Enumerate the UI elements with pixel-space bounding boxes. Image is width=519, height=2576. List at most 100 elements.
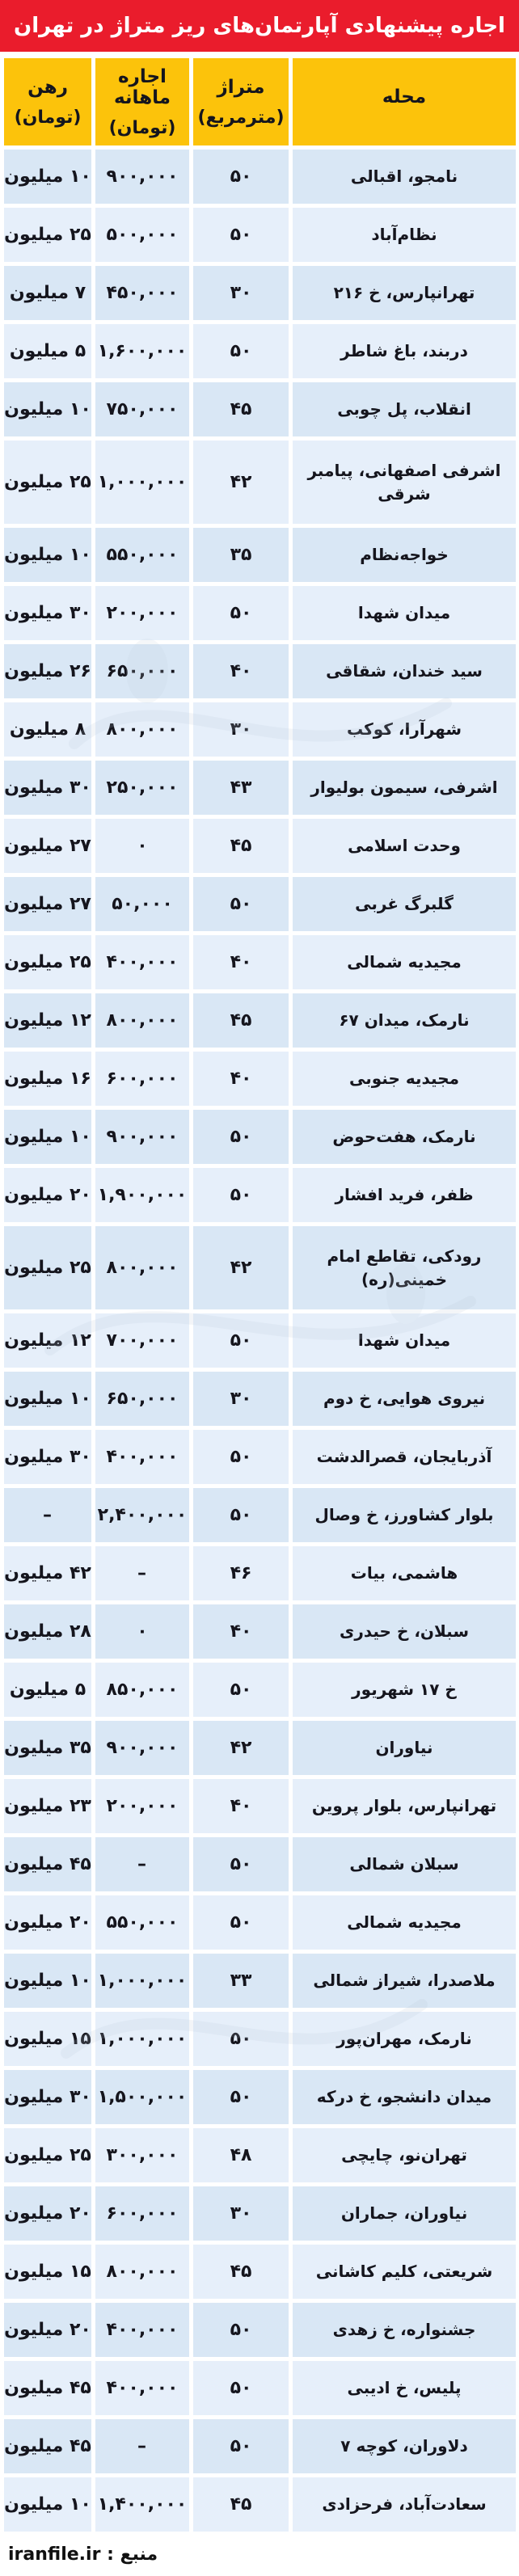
cell-area: ۵۰ <box>193 586 289 640</box>
cell-neighborhood: اشرفی، سیمون بولیوار <box>293 761 516 815</box>
cell-deposit: ۱۰ میلیون <box>4 1110 91 1164</box>
cell-rent: ۲,۴۰۰,۰۰۰ <box>95 1488 189 1542</box>
cell-area: ۴۲ <box>193 1226 289 1309</box>
cell-area: ۵۰ <box>193 1837 289 1891</box>
cell-neighborhood: نیروی هوایی، خ دوم <box>293 1372 516 1426</box>
cell-area: ۴۵ <box>193 2477 289 2532</box>
cell-area: ۵۰ <box>193 2361 289 2415</box>
cell-rent: ۶۰۰,۰۰۰ <box>95 1052 189 1106</box>
cell-deposit: ۲۰ میلیون <box>4 2303 91 2357</box>
cell-area: ۴۰ <box>193 1779 289 1833</box>
cell-deposit: ۲۵ میلیون <box>4 208 91 262</box>
cell-area: ۵۰ <box>193 1663 289 1717</box>
cell-rent: ۸۵۰,۰۰۰ <box>95 1663 189 1717</box>
cell-neighborhood: مجیدیه شمالی <box>293 935 516 989</box>
cell-area: ۵۰ <box>193 2303 289 2357</box>
cell-area: ۵۰ <box>193 1168 289 1222</box>
cell-area: ۵۰ <box>193 2419 289 2473</box>
cell-rent: ۱,۹۰۰,۰۰۰ <box>95 1168 189 1222</box>
source-label: منبع : iranfile.ir <box>8 2544 158 2565</box>
cell-neighborhood: گلبرگ غربی <box>293 877 516 931</box>
cell-rent: ۲۰۰,۰۰۰ <box>95 586 189 640</box>
cell-deposit: ۴۵ میلیون <box>4 2419 91 2473</box>
cell-area: ۵۰ <box>193 208 289 262</box>
cell-neighborhood: نظام‌آباد <box>293 208 516 262</box>
cell-neighborhood: انقلاب، پل چوبی <box>293 382 516 436</box>
cell-neighborhood: پلیس، خ ادیبی <box>293 2361 516 2415</box>
cell-neighborhood: تهرانپارس، بلوار پروین <box>293 1779 516 1833</box>
cell-neighborhood: سعادت‌آباد، فرحزادی <box>293 2477 516 2532</box>
cell-neighborhood: خ ۱۷ شهریور <box>293 1663 516 1717</box>
cell-rent: ۰ <box>95 1604 189 1659</box>
cell-rent: ۴۰۰,۰۰۰ <box>95 2361 189 2415</box>
cell-area: ۴۸ <box>193 2128 289 2182</box>
cell-deposit: ۱۰ میلیون <box>4 2477 91 2532</box>
cell-rent: – <box>95 1837 189 1891</box>
cell-area: ۴۲ <box>193 441 289 524</box>
cell-area: ۵۰ <box>193 1895 289 1950</box>
cell-area: ۴۲ <box>193 1721 289 1775</box>
cell-rent: ۴۰۰,۰۰۰ <box>95 2303 189 2357</box>
column-header-sublabel: (تومان) <box>108 117 176 138</box>
cell-rent: – <box>95 2419 189 2473</box>
cell-deposit: ۲۸ میلیون <box>4 1604 91 1659</box>
cell-neighborhood: نیاوران، جماران <box>293 2186 516 2241</box>
cell-area: ۴۵ <box>193 2245 289 2299</box>
cell-neighborhood: خواجه‌نظام <box>293 528 516 582</box>
cell-deposit: ۲۳ میلیون <box>4 1779 91 1833</box>
cell-area: ۵۰ <box>193 2012 289 2066</box>
cell-neighborhood: اشرفی اصفهانی، پیامبر شرقی <box>293 441 516 524</box>
column-header-label: محله <box>382 86 427 108</box>
cell-deposit: ۱۲ میلیون <box>4 1313 91 1368</box>
cell-rent: ۶۰۰,۰۰۰ <box>95 2186 189 2241</box>
cell-neighborhood: بلوار کشاورز، خ وصال <box>293 1488 516 1542</box>
cell-deposit: ۲۵ میلیون <box>4 1226 91 1309</box>
cell-neighborhood: دلاوران، کوچه ۷ <box>293 2419 516 2473</box>
cell-area: ۴۵ <box>193 382 289 436</box>
cell-rent: ۶۵۰,۰۰۰ <box>95 1372 189 1426</box>
column-header-rent: اجاره ماهانه (تومان) <box>95 58 189 145</box>
column-header-deposit: رهن (تومان) <box>4 58 91 145</box>
cell-deposit: ۲۰ میلیون <box>4 1895 91 1950</box>
cell-neighborhood: سبلان، خ حیدری <box>293 1604 516 1659</box>
cell-neighborhood: هاشمی، بیات <box>293 1546 516 1600</box>
cell-neighborhood: ملاصدرا، شیراز شمالی <box>293 1954 516 2008</box>
cell-neighborhood: نارمک، میدان ۶۷ <box>293 993 516 1048</box>
page-title: اجاره پیشنهادی آپارتمان‌های ریز متراژ در… <box>14 14 505 38</box>
cell-rent: ۵۰,۰۰۰ <box>95 877 189 931</box>
cell-neighborhood: نیاوران <box>293 1721 516 1775</box>
cell-neighborhood: میدان دانشجو، خ درکه <box>293 2070 516 2124</box>
cell-rent: ۹۰۰,۰۰۰ <box>95 1721 189 1775</box>
cell-rent: ۴۰۰,۰۰۰ <box>95 935 189 989</box>
cell-area: ۳۳ <box>193 1954 289 2008</box>
cell-area: ۳۰ <box>193 702 289 757</box>
cell-neighborhood: رودکی، تقاطع امام خمینی(ره) <box>293 1226 516 1309</box>
cell-area: ۵۰ <box>193 150 289 204</box>
cell-rent: ۹۰۰,۰۰۰ <box>95 150 189 204</box>
cell-deposit: ۱۲ میلیون <box>4 993 91 1048</box>
cell-deposit: ۵ میلیون <box>4 1663 91 1717</box>
cell-deposit: ۳۰ میلیون <box>4 586 91 640</box>
cell-rent: ۷۰۰,۰۰۰ <box>95 1313 189 1368</box>
cell-area: ۵۰ <box>193 877 289 931</box>
cell-rent: ۴۵۰,۰۰۰ <box>95 266 189 320</box>
cell-deposit: ۴۵ میلیون <box>4 1837 91 1891</box>
cell-rent: ۱,۰۰۰,۰۰۰ <box>95 2012 189 2066</box>
cell-deposit: ۱۰ میلیون <box>4 150 91 204</box>
cell-rent: ۴۰۰,۰۰۰ <box>95 1430 189 1484</box>
cell-rent: ۱,۵۰۰,۰۰۰ <box>95 2070 189 2124</box>
cell-area: ۴۶ <box>193 1546 289 1600</box>
cell-neighborhood: سبلان شمالی <box>293 1837 516 1891</box>
cell-deposit: ۳۵ میلیون <box>4 1721 91 1775</box>
cell-area: ۴۵ <box>193 993 289 1048</box>
cell-deposit: ۵ میلیون <box>4 324 91 378</box>
cell-area: ۳۵ <box>193 528 289 582</box>
cell-deposit: ۲۷ میلیون <box>4 877 91 931</box>
cell-rent: ۸۰۰,۰۰۰ <box>95 993 189 1048</box>
cell-rent: ۵۵۰,۰۰۰ <box>95 1895 189 1950</box>
cell-neighborhood: شریعتی، کلیم کاشانی <box>293 2245 516 2299</box>
column-header-sublabel: (تومان) <box>14 107 82 128</box>
cell-area: ۳۰ <box>193 2186 289 2241</box>
cell-deposit: ۲۵ میلیون <box>4 935 91 989</box>
cell-deposit: ۲۰ میلیون <box>4 2186 91 2241</box>
